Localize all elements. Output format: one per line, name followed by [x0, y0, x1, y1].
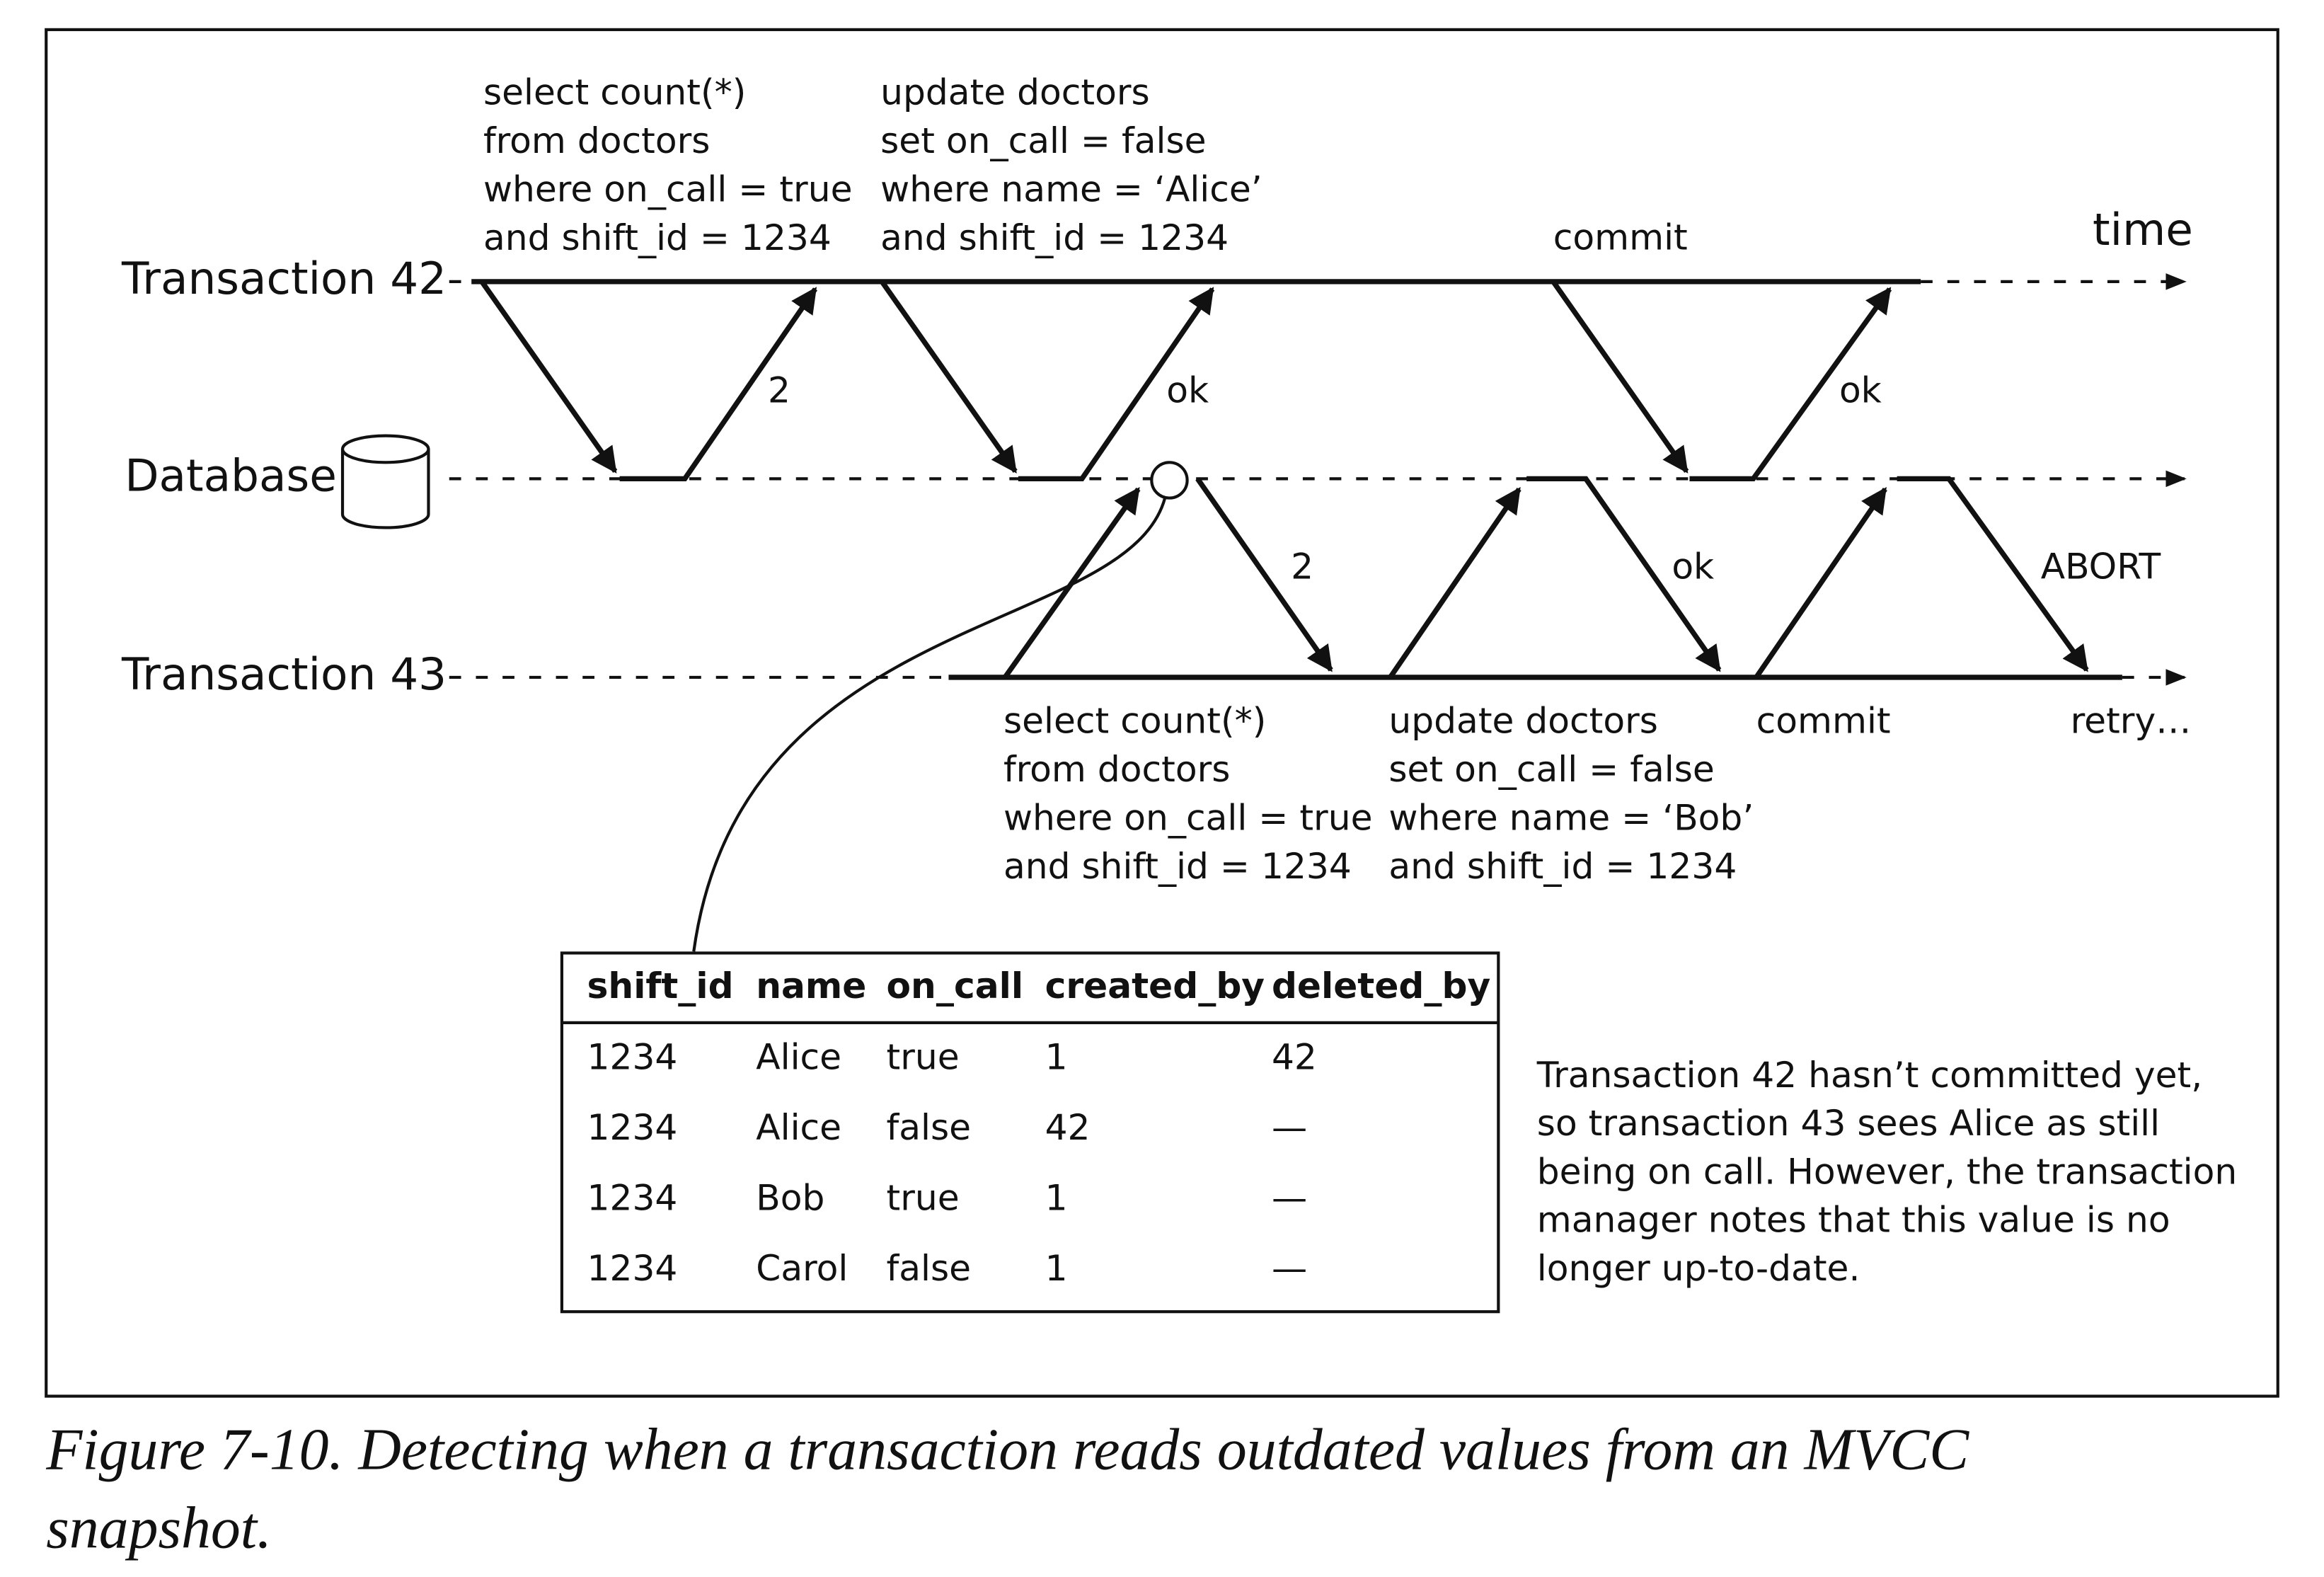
query-line: select count(*) [1003, 699, 1266, 741]
table-header: on_call [887, 965, 1024, 1007]
table-cell: 1 [1045, 1036, 1068, 1078]
table-cell: 1234 [587, 1247, 678, 1289]
arrow [1018, 287, 1215, 482]
query-line: select count(*) [483, 71, 746, 113]
note-line: manager notes that this value is no [1537, 1199, 2170, 1241]
table-cell: true [887, 1036, 960, 1078]
table-cell: 1 [1045, 1177, 1068, 1219]
arrow [479, 280, 618, 474]
table-cell: 1234 [587, 1036, 678, 1078]
query-line: from doctors [1003, 748, 1230, 790]
query-line: set on_call = false [1388, 748, 1714, 790]
lane-label: Transaction 42 [121, 253, 447, 304]
time-label: time [2093, 204, 2193, 256]
table-cell: 42 [1272, 1036, 1317, 1078]
table-header: name [756, 965, 866, 1007]
table-header: deleted_by [1272, 965, 1490, 1007]
query-line: where on_call = true [1003, 796, 1373, 838]
table-frame [560, 951, 1500, 1314]
commit-label: commit [1553, 217, 1688, 258]
table-cell: false [887, 1247, 972, 1289]
query-line: update doctors [1388, 699, 1658, 741]
table-cell: Carol [756, 1247, 848, 1289]
query-line: where name = ‘Bob’ [1388, 796, 1754, 838]
table-cell: 1 [1045, 1247, 1068, 1289]
response-label: ok [1839, 369, 1882, 411]
arrow [1551, 280, 1689, 474]
query-line: and shift_id = 1234 [1388, 845, 1737, 887]
lane-label: Transaction 43 [121, 648, 447, 700]
response-label: 2 [1291, 546, 1313, 587]
table-cell: 42 [1045, 1106, 1091, 1148]
table-header: shift_id [587, 965, 734, 1007]
query-line: update doctors [880, 71, 1150, 113]
query-line: where name = ‘Alice’ [880, 168, 1262, 210]
caption: Figure 7-10. Detecting when a transactio… [45, 1417, 1969, 1483]
db-icon [340, 449, 430, 529]
lane-label: Database [125, 449, 337, 501]
query-line: and shift_id = 1234 [1003, 845, 1352, 887]
query-line: from doctors [483, 120, 710, 161]
arrow [1689, 287, 1892, 482]
table-cell: Alice [756, 1106, 841, 1148]
table-cell: — [1272, 1177, 1307, 1219]
response-label: ABORT [2041, 546, 2161, 587]
table-cell: 1234 [587, 1177, 678, 1219]
table-cell: false [887, 1106, 972, 1148]
table-cell: — [1272, 1106, 1307, 1148]
response-label: 2 [768, 369, 790, 411]
note-line: Transaction 42 hasn’t committed yet, [1536, 1054, 2202, 1096]
note-line: longer up-to-date. [1537, 1247, 1860, 1289]
arrow [1754, 486, 1887, 679]
arrow [619, 287, 818, 482]
table-header: created_by [1045, 965, 1265, 1007]
arrow [1897, 476, 2089, 672]
caption: snapshot. [46, 1495, 272, 1561]
table-cell: true [887, 1177, 960, 1219]
query-line: and shift_id = 1234 [880, 217, 1229, 258]
note-line: being on call. However, the transaction [1537, 1150, 2237, 1192]
arrow [1526, 476, 1722, 672]
figure-frame [45, 28, 2279, 1398]
query-line: and shift_id = 1234 [483, 217, 832, 258]
table-cell: — [1272, 1247, 1307, 1289]
table-cell: Bob [756, 1177, 824, 1219]
labels: Transaction 42 Database Transaction 43 time… [45, 71, 2237, 1561]
note-line: so transaction 43 sees Alice as still [1537, 1102, 2160, 1144]
arrow [1195, 477, 1333, 672]
read-marker [1150, 461, 1189, 500]
commit-label: commit [1756, 699, 1891, 741]
retry-label: retry… [2071, 699, 2192, 741]
query-line: set on_call = false [880, 120, 1206, 161]
response-label: ok [1166, 369, 1209, 411]
arrow [1388, 486, 1521, 679]
callout-line [692, 498, 1167, 952]
response-label: ok [1672, 546, 1714, 587]
db-icon-top [340, 434, 430, 464]
arrow [880, 280, 1018, 474]
query-line: where on_call = true [483, 168, 853, 210]
table-cell: 1234 [587, 1106, 678, 1148]
table-cell: Alice [756, 1036, 841, 1078]
